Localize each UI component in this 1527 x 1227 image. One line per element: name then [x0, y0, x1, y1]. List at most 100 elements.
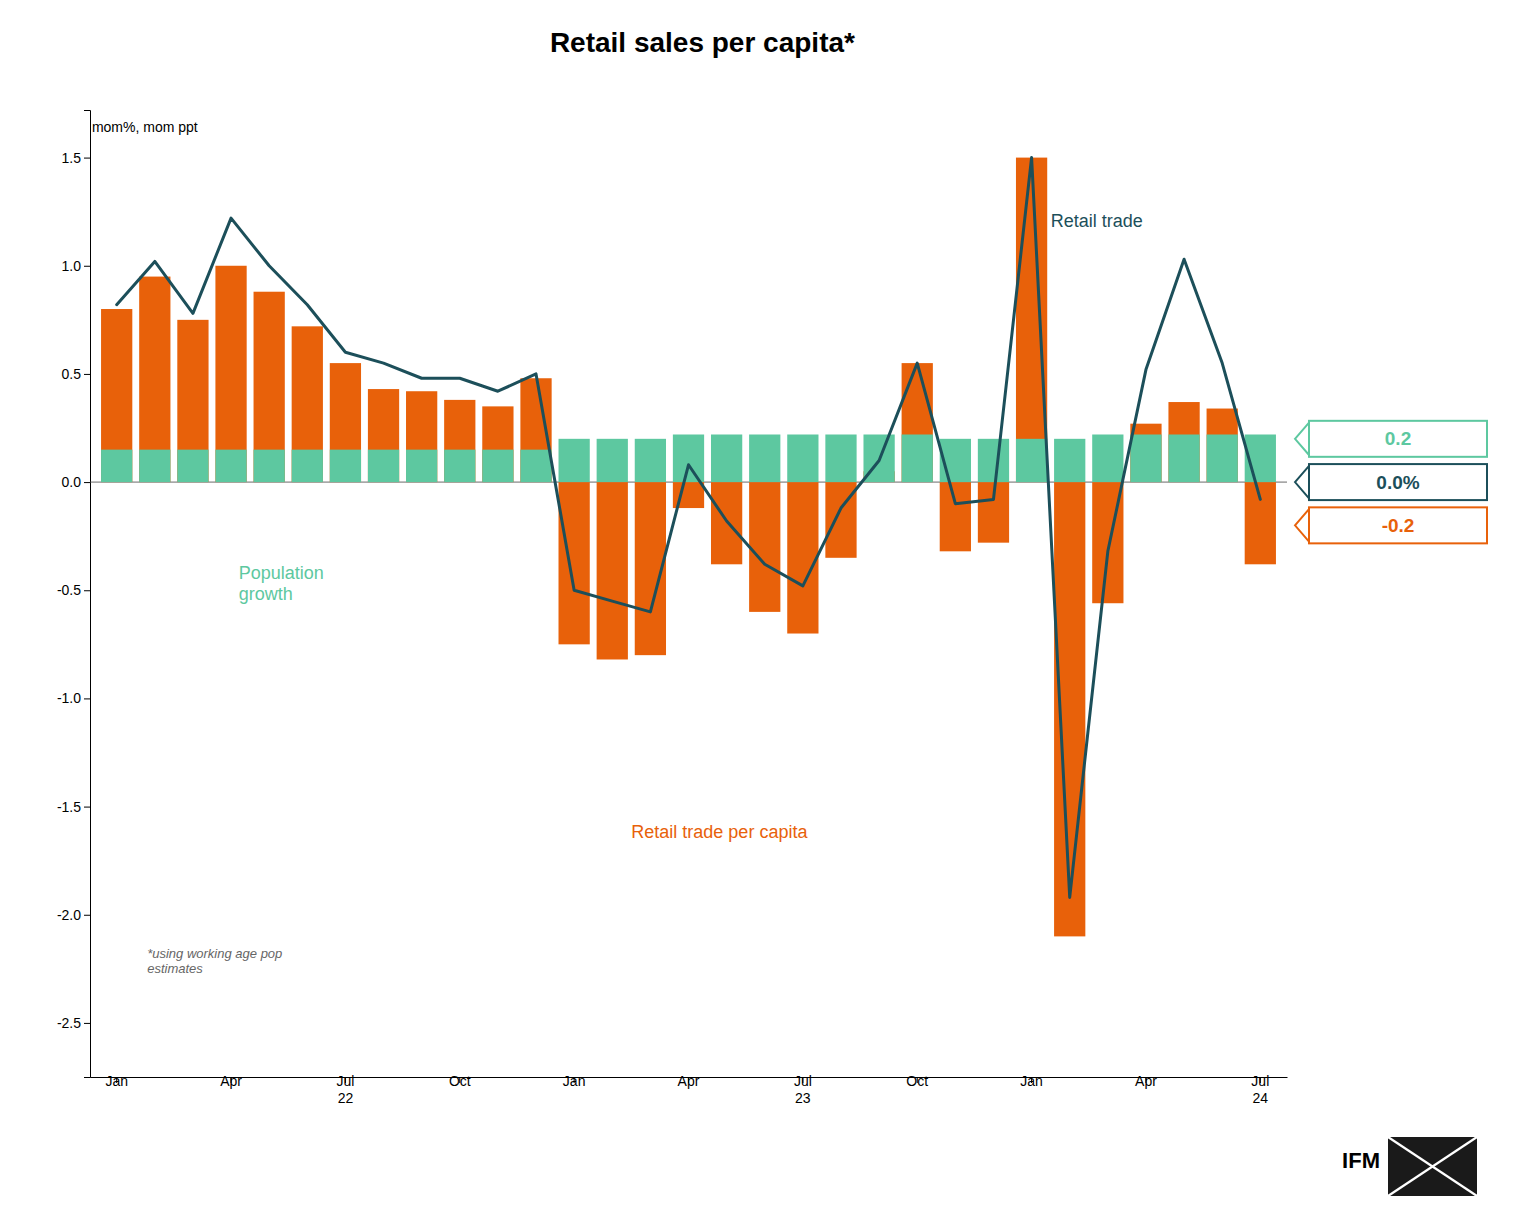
y-tick-mark [84, 1023, 90, 1024]
x-tick-label: Jul22 [336, 1073, 354, 1106]
y-tick-label: -2.0 [57, 907, 81, 923]
y-tick: -2.5 [57, 1015, 90, 1031]
y-tick-mark [84, 590, 90, 591]
bar [101, 450, 132, 482]
y-tick: 0.0 [62, 474, 90, 490]
logo-mark [1388, 1137, 1477, 1196]
x-tick-label: Apr [220, 1073, 242, 1089]
y-tick: -2.0 [57, 907, 90, 923]
callouts: 0.2 0.0% -0.2 [1295, 421, 1487, 544]
y-tick: 1.5 [62, 150, 90, 166]
logo-text: IFM [1342, 1148, 1380, 1173]
text-line: Jul [794, 1073, 812, 1089]
text-line: *using working age pop [147, 946, 282, 961]
bar [482, 406, 513, 482]
x-tick: Jan [105, 1073, 128, 1089]
bar [1054, 439, 1085, 482]
bar-series [101, 434, 1276, 482]
callout-arrow [1295, 423, 1309, 455]
x-tick-label: Oct [449, 1073, 471, 1089]
text-line: Retail trade [1051, 211, 1143, 231]
text-line: Jan [563, 1073, 586, 1089]
series-label: Retail trade per capita [631, 822, 808, 842]
bar [1130, 424, 1161, 482]
series-label: Retail trade [1051, 211, 1143, 231]
text-line: growth [239, 584, 293, 604]
bar [215, 450, 246, 482]
y-tick-label: -2.5 [57, 1015, 81, 1031]
text-line: Jul [336, 1073, 354, 1089]
y-tick-mark [84, 374, 90, 375]
bar [1016, 158, 1047, 482]
y-tick-mark [84, 482, 90, 483]
x-tick: Jul22 [336, 1073, 354, 1106]
bar [1207, 409, 1238, 483]
bar [520, 450, 551, 482]
logo-line [1388, 1137, 1477, 1196]
x-tick-label: Jan [563, 1073, 586, 1089]
x-tick: Jan [563, 1073, 586, 1089]
bar [368, 450, 399, 482]
bar [825, 434, 856, 482]
text-line: Oct [906, 1073, 928, 1089]
chart: Retail sales per capita*-2.5-2.0-1.5-1.0… [0, 0, 1527, 1227]
y-tick-label: 0.5 [62, 366, 82, 382]
plot: -2.5 -2.0 -1.5 -1.0 -0.5 0.0 0.5 1.0 1.5 Jan Apr Ju… [57, 111, 1487, 1106]
bar [902, 363, 933, 482]
marks [101, 158, 1276, 937]
bar-series [101, 158, 1276, 937]
callout-arrow [1295, 509, 1309, 541]
bar [177, 450, 208, 482]
logo-line [1388, 1137, 1477, 1196]
text-line: 24 [1253, 1090, 1269, 1106]
bar [254, 292, 285, 482]
bar [1168, 402, 1199, 482]
bar [330, 363, 361, 482]
y-tick-label: -1.5 [57, 799, 81, 815]
x-tick-label: Apr [1135, 1073, 1157, 1089]
y-tick-label: 1.5 [62, 150, 82, 166]
bar [254, 450, 285, 482]
bar [406, 391, 437, 482]
y-tick-label: -0.5 [57, 582, 81, 598]
footnote: *using working age popestimates [147, 946, 282, 977]
y-axis: -2.5 -2.0 -1.5 -1.0 -0.5 0.0 0.5 1.0 1.5 [57, 111, 91, 1078]
bar [749, 482, 780, 612]
y-axis-title: mom%, mom ppt [92, 119, 198, 135]
bar [444, 450, 475, 482]
bar [215, 266, 246, 482]
text-line: Population [239, 563, 324, 583]
text-line: Apr [220, 1073, 242, 1089]
x-tick: Apr [220, 1073, 242, 1089]
bar [787, 434, 818, 482]
bar [559, 439, 590, 482]
bar [635, 439, 666, 482]
y-tick: -1.5 [57, 799, 90, 815]
bar [559, 482, 590, 644]
bar [139, 450, 170, 482]
y-tick: -1.0 [57, 690, 90, 706]
x-tick: Jul24 [1251, 1073, 1269, 1106]
y-tick-label: 1.0 [62, 258, 82, 274]
text-line: 23 [795, 1090, 811, 1106]
bar [787, 482, 818, 633]
bar [368, 389, 399, 482]
callout-label: 0.2 [1385, 428, 1411, 449]
callout-box [1309, 507, 1487, 543]
bar [978, 439, 1009, 482]
callout-label: 0.0% [1376, 472, 1419, 493]
callout-label: -0.2 [1382, 515, 1415, 536]
x-tick-label: Jan [105, 1073, 128, 1089]
bar [597, 482, 628, 659]
y-tick-label: -1.0 [57, 690, 81, 706]
x-tick: Apr [1135, 1073, 1157, 1089]
x-tick-label: Jan [1020, 1073, 1043, 1089]
text-line: 22 [338, 1090, 354, 1106]
y-tick-mark [84, 158, 90, 159]
logo-box [1388, 1137, 1477, 1196]
y-axis-line [84, 111, 91, 1078]
text-line: Oct [449, 1073, 471, 1089]
text-line: Jul [1251, 1073, 1269, 1089]
y-tick-mark [84, 698, 90, 699]
bar [292, 450, 323, 482]
